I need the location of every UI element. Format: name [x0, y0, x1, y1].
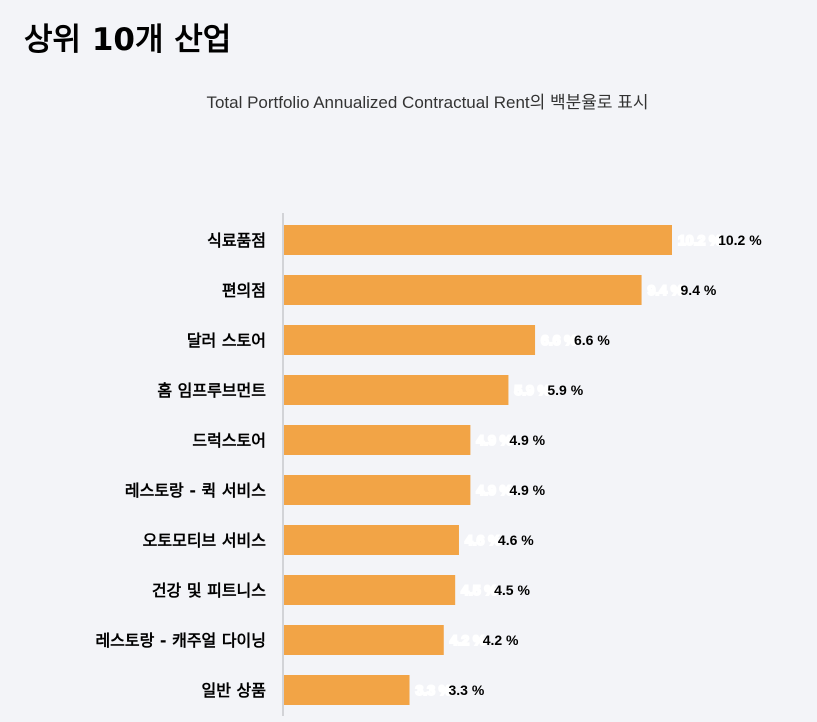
- value-label-shadow: 4.6 %: [465, 532, 501, 548]
- category-label: 일반 상품: [202, 681, 267, 700]
- category-label: 홈 임프루브먼트: [157, 381, 266, 400]
- value-label-shadow: 4.2 %: [450, 632, 486, 648]
- value-label-shadow: 9.4 %: [648, 282, 684, 298]
- bar-8: [284, 575, 456, 605]
- value-label: 4.2 %: [483, 632, 519, 648]
- category-label: 레스토랑 - 캐주얼 다이닝: [95, 631, 266, 650]
- category-label: 식료품점: [207, 231, 266, 250]
- value-label: 4.9 %: [509, 482, 545, 498]
- value-label-shadow: 3.3 %: [416, 682, 452, 698]
- value-label: 6.6 %: [574, 332, 610, 348]
- bar-9: [284, 625, 444, 655]
- value-label-shadow: 10.2 %: [678, 232, 722, 248]
- value-label-shadow: 4.9 %: [476, 432, 512, 448]
- category-label: 건강 및 피트니스: [152, 581, 266, 600]
- bars-group: 식료품점 10.2 %10.2 % 편의점 9.4 %9.4 % 달러 스토어 6.6 %…: [95, 225, 762, 705]
- value-label-shadow: 6.6 %: [541, 332, 577, 348]
- value-label: 9.4 %: [681, 282, 717, 298]
- category-label: 레스토랑 - 퀵 서비스: [125, 481, 266, 500]
- value-label: 4.6 %: [498, 532, 534, 548]
- value-label: 3.3 %: [448, 682, 484, 698]
- bar-5: [284, 425, 471, 455]
- bar-4: [284, 375, 509, 405]
- category-label: 오토모티브 서비스: [143, 531, 267, 550]
- bar-2: [284, 275, 642, 305]
- value-label-shadow: 4.5 %: [461, 582, 497, 598]
- bar-6: [284, 475, 471, 505]
- value-label: 10.2 %: [718, 232, 762, 248]
- chart-title: 상위 10개 산업: [24, 22, 232, 58]
- value-label: 4.5 %: [494, 582, 530, 598]
- category-label: 드럭스토어: [192, 431, 266, 450]
- bar-10: [284, 675, 410, 705]
- bar-7: [284, 525, 459, 555]
- value-label: 4.9 %: [509, 432, 545, 448]
- category-label: 달러 스토어: [187, 331, 266, 350]
- category-label: 편의점: [222, 281, 266, 300]
- value-label: 5.9 %: [547, 382, 583, 398]
- value-label-shadow: 5.9 %: [514, 382, 550, 398]
- bar-1: [284, 225, 672, 255]
- value-label-shadow: 4.9 %: [476, 482, 512, 498]
- chart-subtitle: Total Portfolio Annualized Contractual R…: [206, 93, 649, 112]
- bar-3: [284, 325, 536, 355]
